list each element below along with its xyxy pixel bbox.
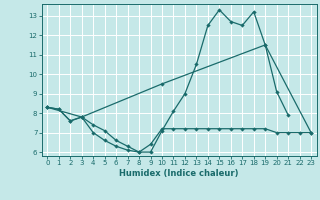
X-axis label: Humidex (Indice chaleur): Humidex (Indice chaleur) (119, 169, 239, 178)
